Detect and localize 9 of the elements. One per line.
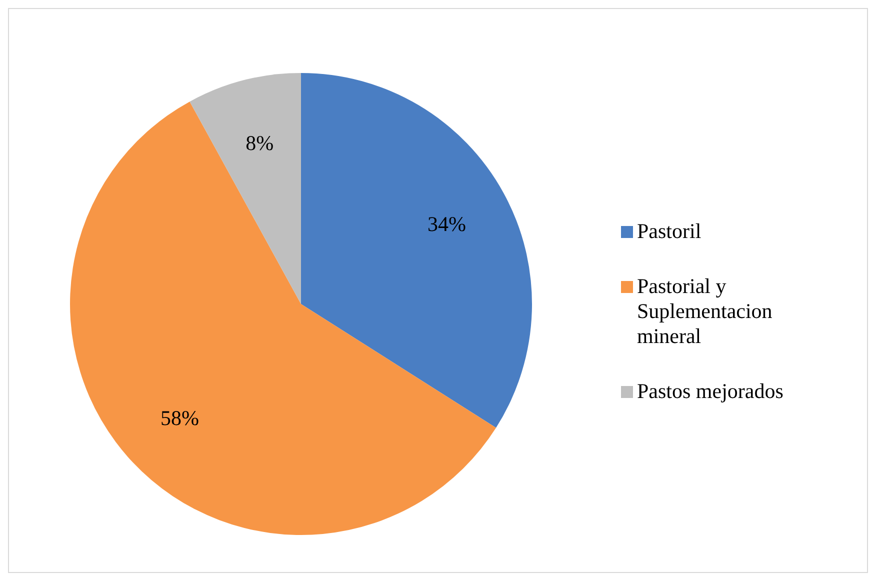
- pie-slice: [190, 73, 301, 304]
- pie-slice: [70, 102, 496, 535]
- data-label: 58%: [160, 406, 200, 430]
- legend-label: Pastos mejorados: [637, 379, 784, 404]
- data-label: 8%: [246, 130, 274, 155]
- legend-label: Pastoril: [637, 219, 702, 244]
- legend-label: Pastorial y Suplementacion mineral: [637, 274, 774, 349]
- pie-slice: [301, 73, 532, 428]
- data-label: 34%: [427, 212, 466, 236]
